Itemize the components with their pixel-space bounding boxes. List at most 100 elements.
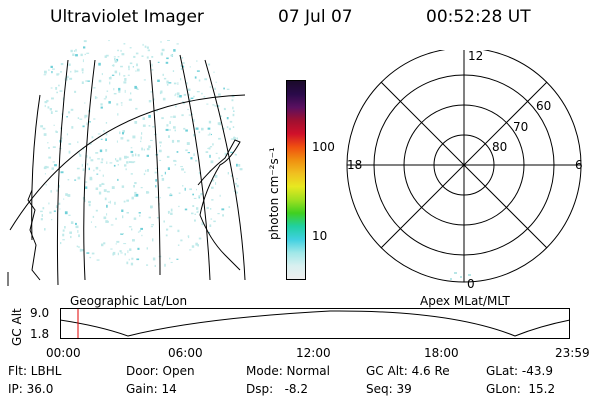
emission-speck (123, 200, 126, 203)
emission-speck (57, 202, 61, 205)
emission-speck (82, 168, 85, 172)
emission-speck (135, 70, 137, 72)
emission-speck (238, 164, 241, 167)
emission-speck (86, 163, 89, 166)
emission-speck (76, 245, 79, 248)
emission-speck (46, 166, 49, 169)
emission-speck (53, 124, 55, 126)
emission-speck (45, 184, 47, 186)
emission-speck (181, 57, 184, 59)
emission-speck (232, 126, 235, 128)
emission-speck (210, 218, 213, 220)
emission-speck (169, 121, 171, 124)
emission-speck (198, 131, 201, 134)
emission-speck (116, 103, 119, 106)
emission-speck (103, 130, 105, 133)
emission-speck (123, 243, 127, 245)
emission-speck (44, 165, 48, 168)
emission-speck (116, 140, 118, 143)
emission-speck (175, 160, 177, 162)
emission-speck (111, 64, 115, 67)
emission-speck (137, 247, 140, 250)
emission-speck (58, 184, 60, 188)
coastline-west (27, 189, 41, 281)
emission-speck (139, 230, 141, 232)
emission-speck (89, 176, 93, 180)
emission-speck (103, 216, 107, 220)
left-panel-caption: Geographic Lat/Lon (70, 294, 188, 308)
emission-speck (114, 60, 118, 63)
emission-speck (173, 115, 176, 118)
emission-speck (218, 93, 221, 96)
emission-speck (111, 74, 115, 76)
emission-speck (209, 132, 211, 136)
colorbar-tick-10: 10 (312, 229, 328, 243)
emission-speck (59, 208, 61, 210)
emission-speck (115, 158, 117, 161)
emission-speck (130, 262, 134, 266)
emission-speck (117, 164, 119, 166)
emission-speck (76, 167, 80, 170)
emission-speck (146, 191, 150, 194)
emission-speck (236, 137, 238, 140)
info-ip: IP: 36.0 (8, 382, 54, 396)
emission-speck (48, 156, 52, 159)
emission-speck (88, 203, 91, 207)
emission-speck (187, 235, 190, 238)
emission-speck (75, 54, 78, 57)
emission-speck (148, 216, 151, 219)
emission-speck (155, 196, 159, 199)
emission-speck (143, 79, 146, 81)
emission-speck (114, 70, 118, 74)
emission-speck (223, 107, 226, 110)
emission-speck (191, 113, 194, 115)
mlat-label-70: 70 (513, 120, 528, 134)
emission-speck (205, 151, 209, 153)
emission-speck (150, 139, 153, 141)
emission-speck (224, 152, 227, 156)
emission-speck (228, 206, 231, 208)
emission-speck (200, 193, 203, 196)
emission-speck (44, 228, 46, 231)
emission-speck (113, 88, 115, 91)
emission-speck (218, 137, 221, 140)
emission-speck (141, 55, 144, 57)
emission-speck (59, 90, 63, 92)
emission-speck (58, 84, 60, 87)
mlt-label-12: 12 (468, 50, 483, 63)
emission-speck (68, 63, 71, 66)
emission-speck (147, 169, 149, 172)
emission-speck (193, 118, 195, 122)
emission-speck (131, 154, 134, 157)
emission-speck (121, 53, 125, 56)
emission-speck (226, 88, 230, 90)
emission-speck (114, 201, 116, 205)
emission-speck (78, 234, 80, 238)
emission-speck (166, 155, 170, 158)
emission-speck (183, 93, 187, 96)
emission-speck (98, 79, 102, 83)
emission-speck (101, 158, 104, 161)
emission-speck (148, 145, 151, 148)
emission-speck (133, 217, 137, 220)
emission-speck (124, 164, 127, 167)
emission-speck (136, 87, 138, 90)
emission-speck (122, 130, 125, 133)
emission-speck (155, 185, 157, 188)
emission-speck (47, 106, 50, 109)
emission-speck (146, 247, 148, 250)
emission-speck (130, 92, 132, 95)
emission-speck (75, 70, 79, 73)
emission-speck (95, 152, 99, 154)
info-gain: Gain: 14 (126, 382, 177, 396)
emission-speck (117, 56, 120, 58)
emission-speck (236, 177, 238, 180)
emission-speck (82, 71, 84, 74)
emission-speck (110, 248, 113, 250)
emission-speck (70, 221, 74, 224)
emission-speck (218, 157, 220, 160)
emission-speck (58, 73, 60, 75)
emission-speck (191, 212, 194, 215)
emission-speck (204, 78, 208, 81)
emission-speck (105, 149, 108, 152)
